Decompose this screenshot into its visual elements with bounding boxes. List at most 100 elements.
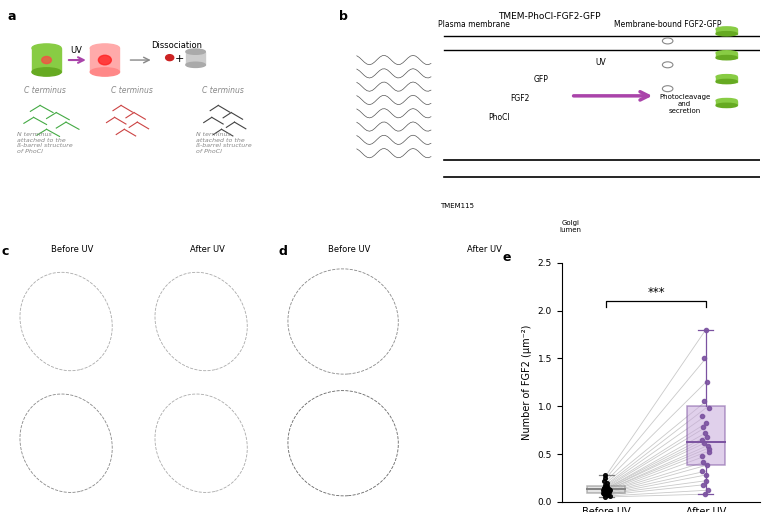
Point	[697, 397, 710, 406]
Point	[603, 485, 615, 494]
Point	[700, 419, 712, 428]
Point	[599, 493, 611, 501]
Point	[602, 491, 614, 499]
Ellipse shape	[186, 62, 205, 68]
Point	[702, 486, 714, 495]
Ellipse shape	[716, 79, 737, 83]
Ellipse shape	[166, 55, 174, 60]
Text: Golgi
lumen: Golgi lumen	[560, 220, 582, 233]
Point	[603, 488, 615, 496]
Text: UV: UV	[595, 58, 606, 67]
Point	[598, 490, 610, 498]
Point	[703, 445, 716, 453]
Point	[598, 485, 611, 494]
Text: Membrane-bound FGF2-GFP: Membrane-bound FGF2-GFP	[614, 19, 721, 29]
Point	[604, 492, 616, 500]
Text: C terminus: C terminus	[111, 87, 154, 95]
Text: Plasma membrane: Plasma membrane	[438, 19, 510, 29]
Point	[703, 404, 715, 412]
Point	[699, 490, 711, 498]
Bar	[716, 77, 737, 81]
Bar	[716, 101, 737, 105]
Point	[698, 438, 710, 446]
Ellipse shape	[41, 56, 51, 63]
Bar	[716, 53, 737, 58]
Point	[702, 442, 714, 451]
Text: After UV: After UV	[190, 245, 225, 253]
Point	[598, 480, 611, 488]
Y-axis label: Number of FGF2 (μm⁻²): Number of FGF2 (μm⁻²)	[522, 325, 532, 440]
Text: TMEM-PhoCl-FGF2-GFP: TMEM-PhoCl-FGF2-GFP	[498, 12, 601, 22]
Text: c: c	[2, 245, 8, 259]
Point	[701, 378, 713, 387]
Point	[604, 486, 616, 495]
Point	[697, 423, 709, 431]
Ellipse shape	[716, 51, 737, 55]
Ellipse shape	[716, 98, 737, 103]
Point	[602, 487, 614, 495]
Point	[598, 477, 610, 485]
Ellipse shape	[662, 62, 673, 68]
Text: d: d	[278, 245, 287, 259]
Point	[697, 436, 709, 444]
Point	[697, 458, 709, 466]
Point	[601, 482, 613, 490]
Point	[597, 486, 609, 495]
Bar	[32, 48, 61, 72]
Point	[599, 483, 611, 492]
Text: e: e	[502, 251, 511, 264]
Point	[601, 479, 614, 487]
Bar	[687, 406, 724, 465]
Text: Before UV: Before UV	[51, 245, 94, 253]
Point	[600, 481, 612, 489]
Point	[598, 474, 611, 482]
Ellipse shape	[32, 44, 61, 52]
Point	[700, 477, 712, 485]
Point	[598, 484, 610, 493]
Text: Photocleavage
and
secretion: Photocleavage and secretion	[659, 94, 710, 114]
Point	[697, 480, 710, 488]
Text: +: +	[174, 54, 184, 64]
Point	[700, 461, 713, 470]
Ellipse shape	[716, 55, 737, 60]
Ellipse shape	[716, 32, 737, 36]
Text: PhoCl: PhoCl	[488, 113, 510, 122]
Point	[696, 412, 708, 420]
Ellipse shape	[91, 44, 120, 52]
Bar	[91, 48, 120, 72]
Ellipse shape	[716, 103, 737, 108]
Ellipse shape	[716, 75, 737, 79]
Text: After UV: After UV	[467, 245, 502, 253]
Text: N terminus
attached to the
ß-barrel structure
of PhoCl: N terminus attached to the ß-barrel stru…	[18, 132, 73, 154]
Ellipse shape	[32, 68, 61, 76]
Text: TMEM115: TMEM115	[440, 203, 474, 209]
Point	[699, 429, 711, 437]
Point	[700, 471, 713, 479]
Point	[700, 326, 712, 334]
Ellipse shape	[98, 55, 111, 65]
Point	[598, 489, 610, 497]
Text: C terminus: C terminus	[24, 87, 66, 95]
Text: FGF2: FGF2	[511, 94, 530, 102]
Ellipse shape	[662, 38, 673, 44]
Point	[696, 452, 708, 460]
Ellipse shape	[186, 49, 205, 54]
Bar	[588, 485, 625, 493]
Point	[696, 467, 708, 475]
Ellipse shape	[716, 27, 737, 31]
Point	[664, 249, 677, 257]
Text: b: b	[339, 10, 348, 23]
Point	[611, 59, 624, 67]
Point	[703, 448, 716, 456]
Text: Before UV: Before UV	[329, 245, 371, 253]
Ellipse shape	[91, 68, 120, 76]
Text: a: a	[8, 10, 16, 23]
Text: GFP: GFP	[534, 75, 549, 83]
Point	[698, 354, 710, 362]
Point	[597, 489, 609, 497]
Text: UV: UV	[70, 46, 81, 55]
Point	[701, 433, 713, 441]
Point	[601, 490, 614, 498]
Text: C terminus: C terminus	[202, 87, 244, 95]
Text: Dissociation: Dissociation	[151, 41, 202, 50]
